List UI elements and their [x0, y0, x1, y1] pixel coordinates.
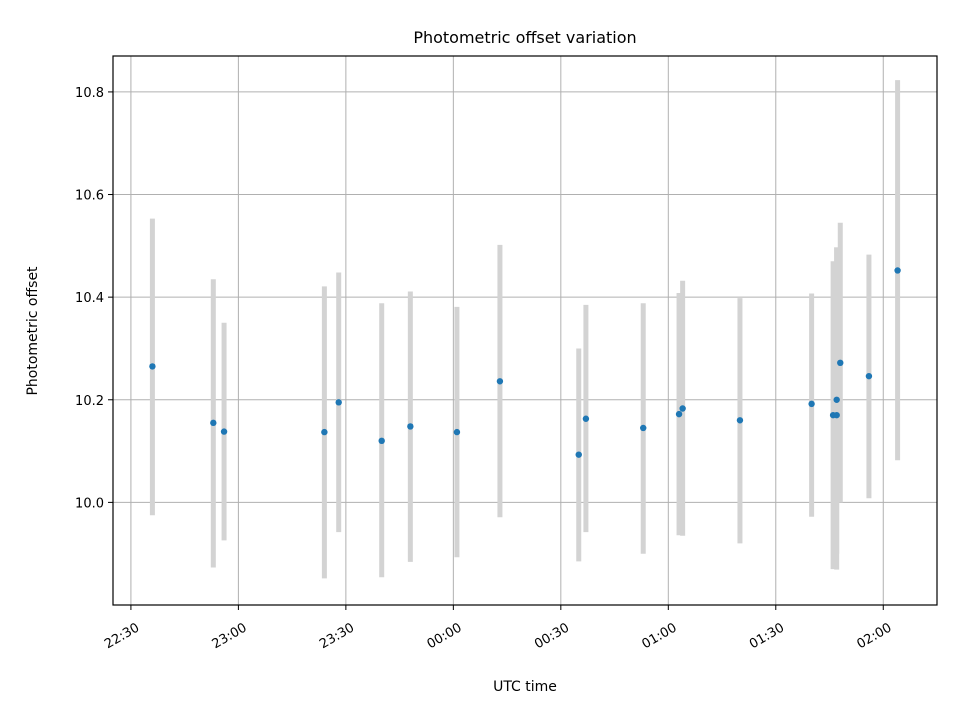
data-point	[149, 363, 156, 370]
x-axis-label: UTC time	[493, 679, 557, 695]
y-axis-label: Photometric offset	[25, 266, 41, 396]
data-point	[378, 437, 385, 445]
data-point	[833, 411, 840, 419]
grid	[113, 56, 937, 605]
data-point	[210, 419, 217, 427]
data-point	[453, 428, 461, 436]
data-points	[149, 267, 901, 458]
data-point	[837, 359, 844, 367]
data-point	[833, 396, 840, 403]
plot-frame	[112, 55, 938, 606]
plot-area	[113, 56, 937, 605]
y-axis: 10.0 10.2 10.4 10.6 10.8	[75, 86, 113, 511]
data-point	[407, 423, 414, 430]
data-point	[894, 267, 901, 274]
data-point	[220, 428, 228, 435]
data-point	[582, 415, 590, 422]
data-point	[675, 410, 683, 418]
data-point	[640, 424, 647, 432]
data-point	[321, 428, 328, 436]
y-tick-label: 10.2	[75, 394, 104, 409]
y-tick-label: 10.0	[75, 496, 104, 511]
data-point	[865, 372, 873, 380]
y-tick-label: 10.8	[75, 86, 104, 101]
data-point	[679, 405, 686, 412]
y-tick-label: 10.4	[75, 291, 104, 306]
data-point	[335, 399, 342, 406]
data-point	[808, 400, 815, 408]
data-point	[575, 451, 582, 458]
data-point	[736, 417, 744, 424]
data-point	[496, 378, 504, 385]
y-tick-label: 10.6	[75, 189, 104, 204]
chart-title: Photometric offset variation	[413, 28, 636, 47]
